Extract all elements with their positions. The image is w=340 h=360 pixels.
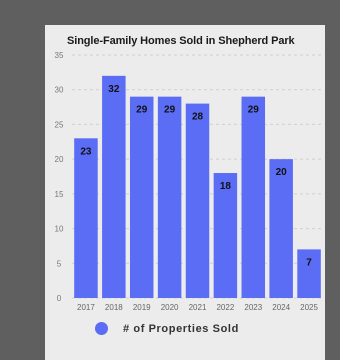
y-tick-label: 10	[55, 225, 64, 234]
x-tick-label: 2023	[244, 303, 262, 312]
x-tick-label: 2017	[77, 303, 95, 312]
bar	[129, 96, 154, 299]
bar	[157, 96, 182, 299]
chart-title: Single-Family Homes Sold in Shepherd Par…	[67, 35, 295, 47]
x-tick-label: 2021	[189, 303, 207, 312]
bar-chart: 0510152025303523201732201829201929202028…	[55, 51, 323, 312]
data-label: 29	[136, 105, 148, 116]
x-tick-label: 2019	[133, 303, 151, 312]
data-label: 32	[108, 84, 120, 95]
x-tick-label: 2024	[272, 303, 290, 312]
data-label: 20	[276, 167, 288, 178]
y-tick-label: 0	[57, 294, 62, 303]
chart-card: Single-Family Homes Sold in Shepherd Par…	[45, 25, 325, 360]
bar	[102, 75, 126, 298]
legend: # of Properties Sold	[95, 322, 239, 335]
bar	[297, 249, 321, 298]
y-tick-label: 25	[55, 120, 64, 129]
bar	[241, 96, 266, 299]
y-tick-label: 5	[57, 259, 62, 268]
data-label: 7	[306, 257, 312, 268]
bar	[185, 103, 210, 298]
x-tick-label: 2018	[105, 303, 123, 312]
data-label: 18	[220, 181, 232, 192]
data-label: 29	[248, 105, 260, 116]
y-tick-label: 35	[55, 51, 64, 60]
data-label: 23	[80, 146, 92, 157]
y-tick-label: 30	[55, 86, 64, 95]
bar	[213, 173, 238, 298]
data-label: 29	[164, 105, 176, 116]
bar	[74, 138, 98, 298]
legend-swatch	[95, 322, 108, 335]
y-tick-label: 15	[55, 190, 64, 199]
x-tick-label: 2020	[161, 303, 179, 312]
y-tick-label: 20	[55, 155, 64, 164]
bar	[269, 159, 293, 298]
x-tick-label: 2022	[216, 303, 234, 312]
data-label: 28	[192, 112, 204, 123]
legend-label: # of Properties Sold	[123, 322, 239, 335]
x-tick-label: 2025	[300, 303, 318, 312]
